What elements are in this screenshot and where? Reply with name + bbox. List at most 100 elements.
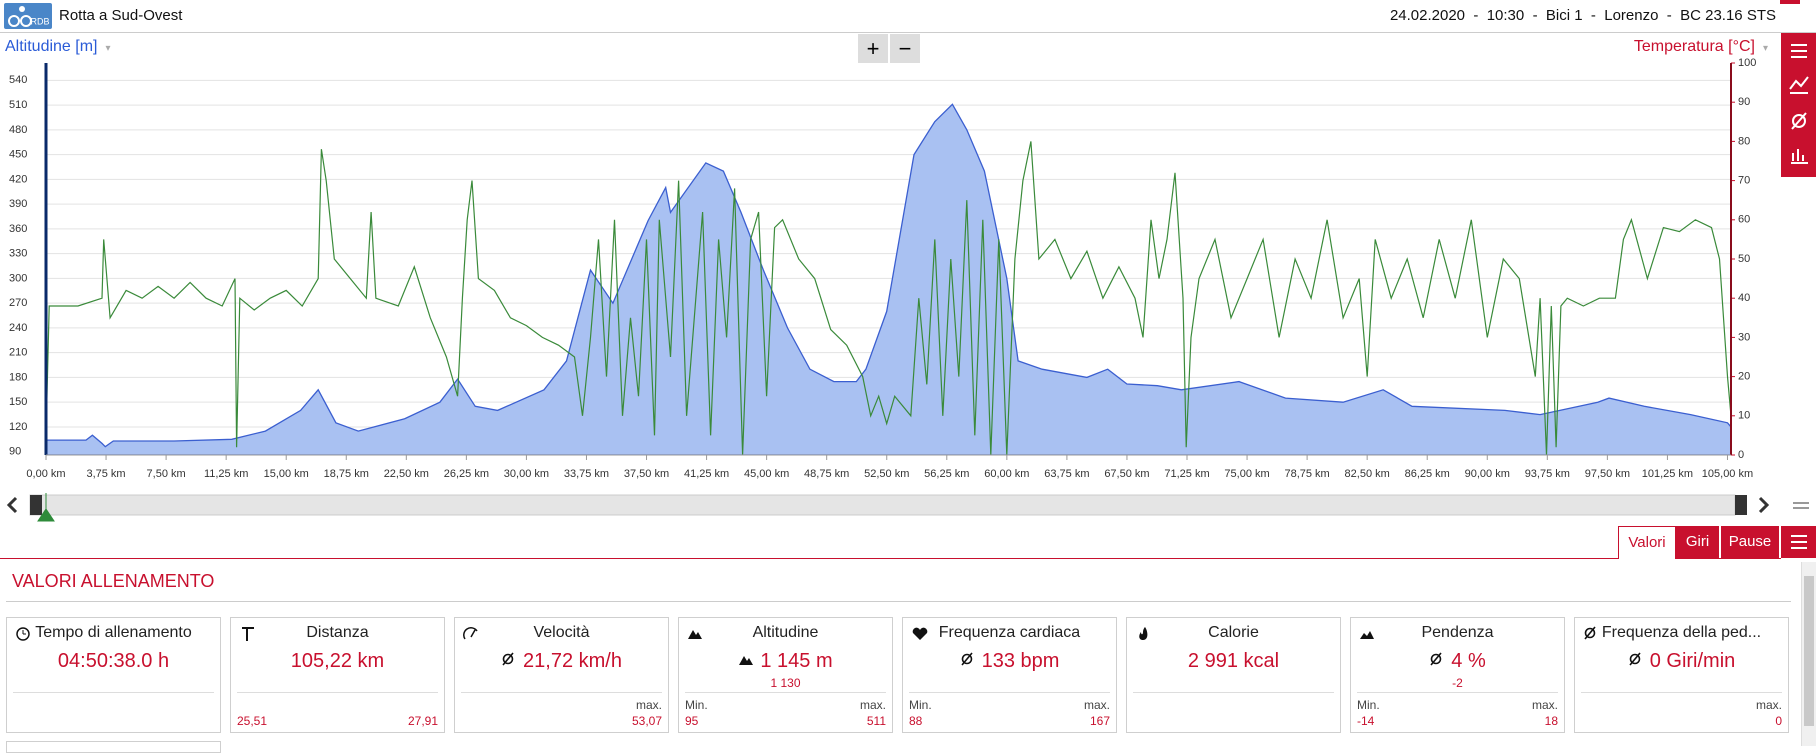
y2-tick-label: 80 [1738,135,1750,147]
chart: 9012015018021024027030033036039042045048… [9,57,1756,480]
card-divider [237,692,438,693]
card-title: Frequenza cardiaca [938,624,1081,641]
card-title: Tempo di allenamento [35,624,192,641]
y-tick-label: 360 [9,223,27,235]
range-navigator[interactable] [0,488,1816,524]
y2-tick-label: 10 [1738,410,1750,422]
value-icon [1628,650,1650,672]
panel-line [0,558,1781,559]
card-title: Calorie [1208,624,1259,641]
y-tick-label: 420 [9,173,27,185]
card-value: 21,72 km/h [455,650,668,673]
icon [16,627,30,641]
card-sub: 1 130 [770,676,801,690]
max-value: 18 [1544,714,1558,728]
zoom-in[interactable]: + [858,34,888,63]
max-label: max. [859,698,886,712]
card-title: Altitudine [752,624,819,641]
x-tick-label: 3,75 km [86,468,125,480]
left-axis-name: Altitudine [m] [5,38,98,55]
min-value: 95 [685,714,699,728]
altitude-area [46,103,1731,455]
x-tick-label: 60,00 km [984,468,1029,480]
card-divider [685,692,886,693]
y-tick-label: 450 [9,149,27,161]
icon [688,630,702,639]
value-text: 4 % [1451,650,1486,672]
y-tick-label: 120 [9,421,27,433]
min-label: Min. [909,698,932,712]
y2-tick-label: 50 [1738,253,1750,265]
card-icon [1583,625,1601,648]
x-tick-label: 7,50 km [147,468,186,480]
temperature-line [46,141,1731,455]
dropdown: ▾ [1762,43,1768,54]
left-axis-selector[interactable]: Altitudine [m] ▾ [5,38,111,56]
stat-card: Frequenza della ped... 0 Giri/min max. 0 [1574,617,1789,733]
tab[interactable]: Valori [1618,526,1676,559]
x-tick-label: 86,25 km [1405,468,1450,480]
toolbar-icons[interactable] [1789,44,1809,164]
stat-card: Velocità 21,72 km/h max. 53,07 [454,617,669,733]
icon [1360,631,1374,639]
card-icon [1135,625,1153,648]
stat-card: Pendenza 4 % -2 Min. max. -14 18 [1350,617,1565,733]
side-toolbar [1781,33,1816,177]
panel-menu[interactable] [1781,526,1816,558]
card-title: Velocità [533,624,590,641]
y2-tick-label: 60 [1738,214,1750,226]
max-value: 511 [866,714,886,728]
max-label: max. [1083,698,1110,712]
logo-icon: RDB [8,6,50,27]
max-value: 53,07 [631,714,662,728]
next-card [6,741,221,753]
x-tick-label: 101,25 km [1642,468,1693,480]
y-tick-label: 180 [9,371,27,383]
value-icon [738,650,760,672]
card-icon [463,625,481,648]
card-icon [1359,625,1377,648]
x-tick-label: 93,75 km [1525,468,1570,480]
x-tick-label: 97,50 km [1585,468,1630,480]
max-value: 27,91 [407,714,438,728]
logo-text: RDB [30,16,49,26]
max-value: 167 [1089,714,1110,728]
min-value: 88 [909,714,923,728]
card-title: Distanza [306,624,369,641]
icon [1139,627,1148,640]
card-icon [687,625,705,648]
icon [1584,626,1596,640]
x-tick-label: 71,25 km [1164,468,1209,480]
right-axis-name: Temperatura [°C] [1633,38,1755,55]
card-icon [15,625,33,648]
x-tick-label: 67,50 km [1104,468,1149,480]
y2-tick-label: 0 [1738,449,1744,461]
max-label: max. [1531,698,1558,712]
y-tick-label: 330 [9,248,27,260]
value-icon [501,650,523,672]
stat-card: Tempo di allenamento 04:50:38.0 h [6,617,221,733]
panel-title: VALORI ALLENAMENTO [12,571,215,591]
y-tick-label: 240 [9,322,27,334]
y2-tick-label: 90 [1738,96,1750,108]
scroll-thumb [1804,576,1814,726]
card-divider [13,692,214,693]
zoom-out[interactable]: − [890,34,920,63]
min-value: 25,51 [237,714,268,728]
y2-tick-label: 40 [1738,292,1750,304]
dropdown: ▾ [105,43,111,54]
x-tick-label: 0,00 km [26,468,65,480]
tab[interactable]: Pause [1721,526,1779,558]
card-divider [1581,692,1782,693]
header: RDB Rotta a Sud-Ovest 24.02.2020 - 10:30… [0,0,1816,33]
tab[interactable]: Giri [1676,526,1719,558]
right-axis-selector[interactable]: Temperatura [°C] ▾ [1634,38,1768,56]
session-info: 24.02.2020 - 10:30 - Bici 1 - Lorenzo - … [1389,7,1776,24]
card-divider [1133,692,1334,693]
title-rule [6,601,1791,602]
value-text: 0 Giri/min [1649,650,1736,672]
scrollbar[interactable] [1801,562,1816,746]
card-value: 4 % [1351,650,1564,673]
y-tick-label: 300 [9,272,27,284]
y2-tick-label: 70 [1738,175,1750,187]
